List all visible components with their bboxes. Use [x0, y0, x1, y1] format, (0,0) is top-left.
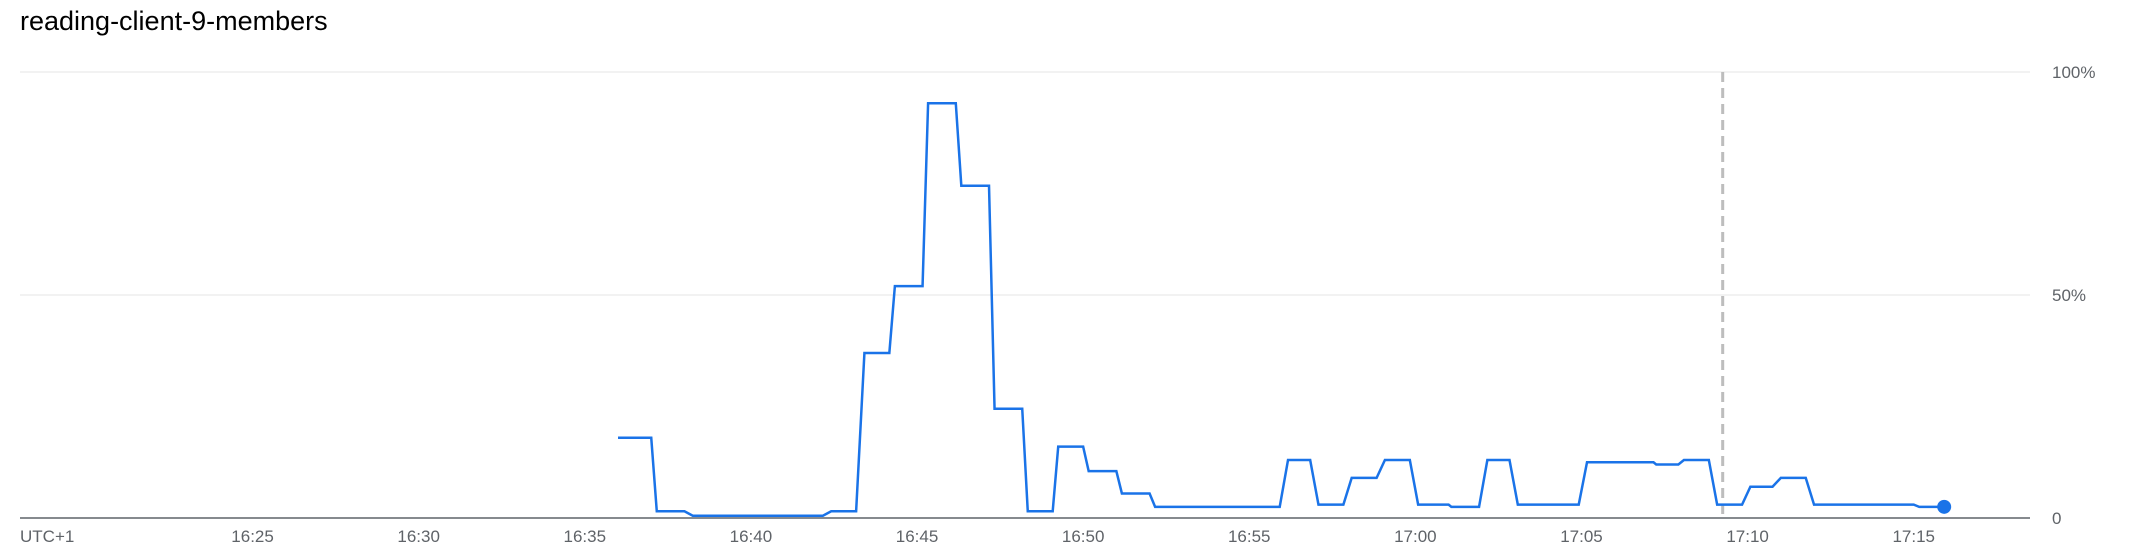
x-tick-label: 16:50 [1062, 527, 1105, 546]
y-tick-label: 100% [2052, 63, 2095, 82]
y-tick-label: 0 [2052, 509, 2061, 528]
x-tick-label: 17:15 [1892, 527, 1935, 546]
x-tick-label: 16:35 [564, 527, 607, 546]
x-tick-label: 16:25 [231, 527, 274, 546]
chart-title: reading-client-9-members [20, 6, 328, 36]
series-line-0[interactable] [618, 101, 1945, 518]
x-tick-label: 16:55 [1228, 527, 1271, 546]
x-tick-label: 17:00 [1394, 527, 1437, 546]
x-tick-label: 16:40 [730, 527, 773, 546]
y-tick-label: 50% [2052, 286, 2086, 305]
timezone-label: UTC+1 [20, 527, 74, 546]
grid-layer [20, 71, 2030, 296]
x-tick-label: 16:45 [896, 527, 939, 546]
latest-point-marker[interactable] [1937, 499, 1952, 514]
x-tick-label: 17:10 [1726, 527, 1769, 546]
x-tick-label: 16:30 [397, 527, 440, 546]
x-tick-label: 17:05 [1560, 527, 1603, 546]
series-layer [618, 101, 1952, 518]
axis-layer: 0 50% 100% UTC+1 16:25 16:30 16:35 16:40 16:45 16… [20, 63, 2095, 546]
